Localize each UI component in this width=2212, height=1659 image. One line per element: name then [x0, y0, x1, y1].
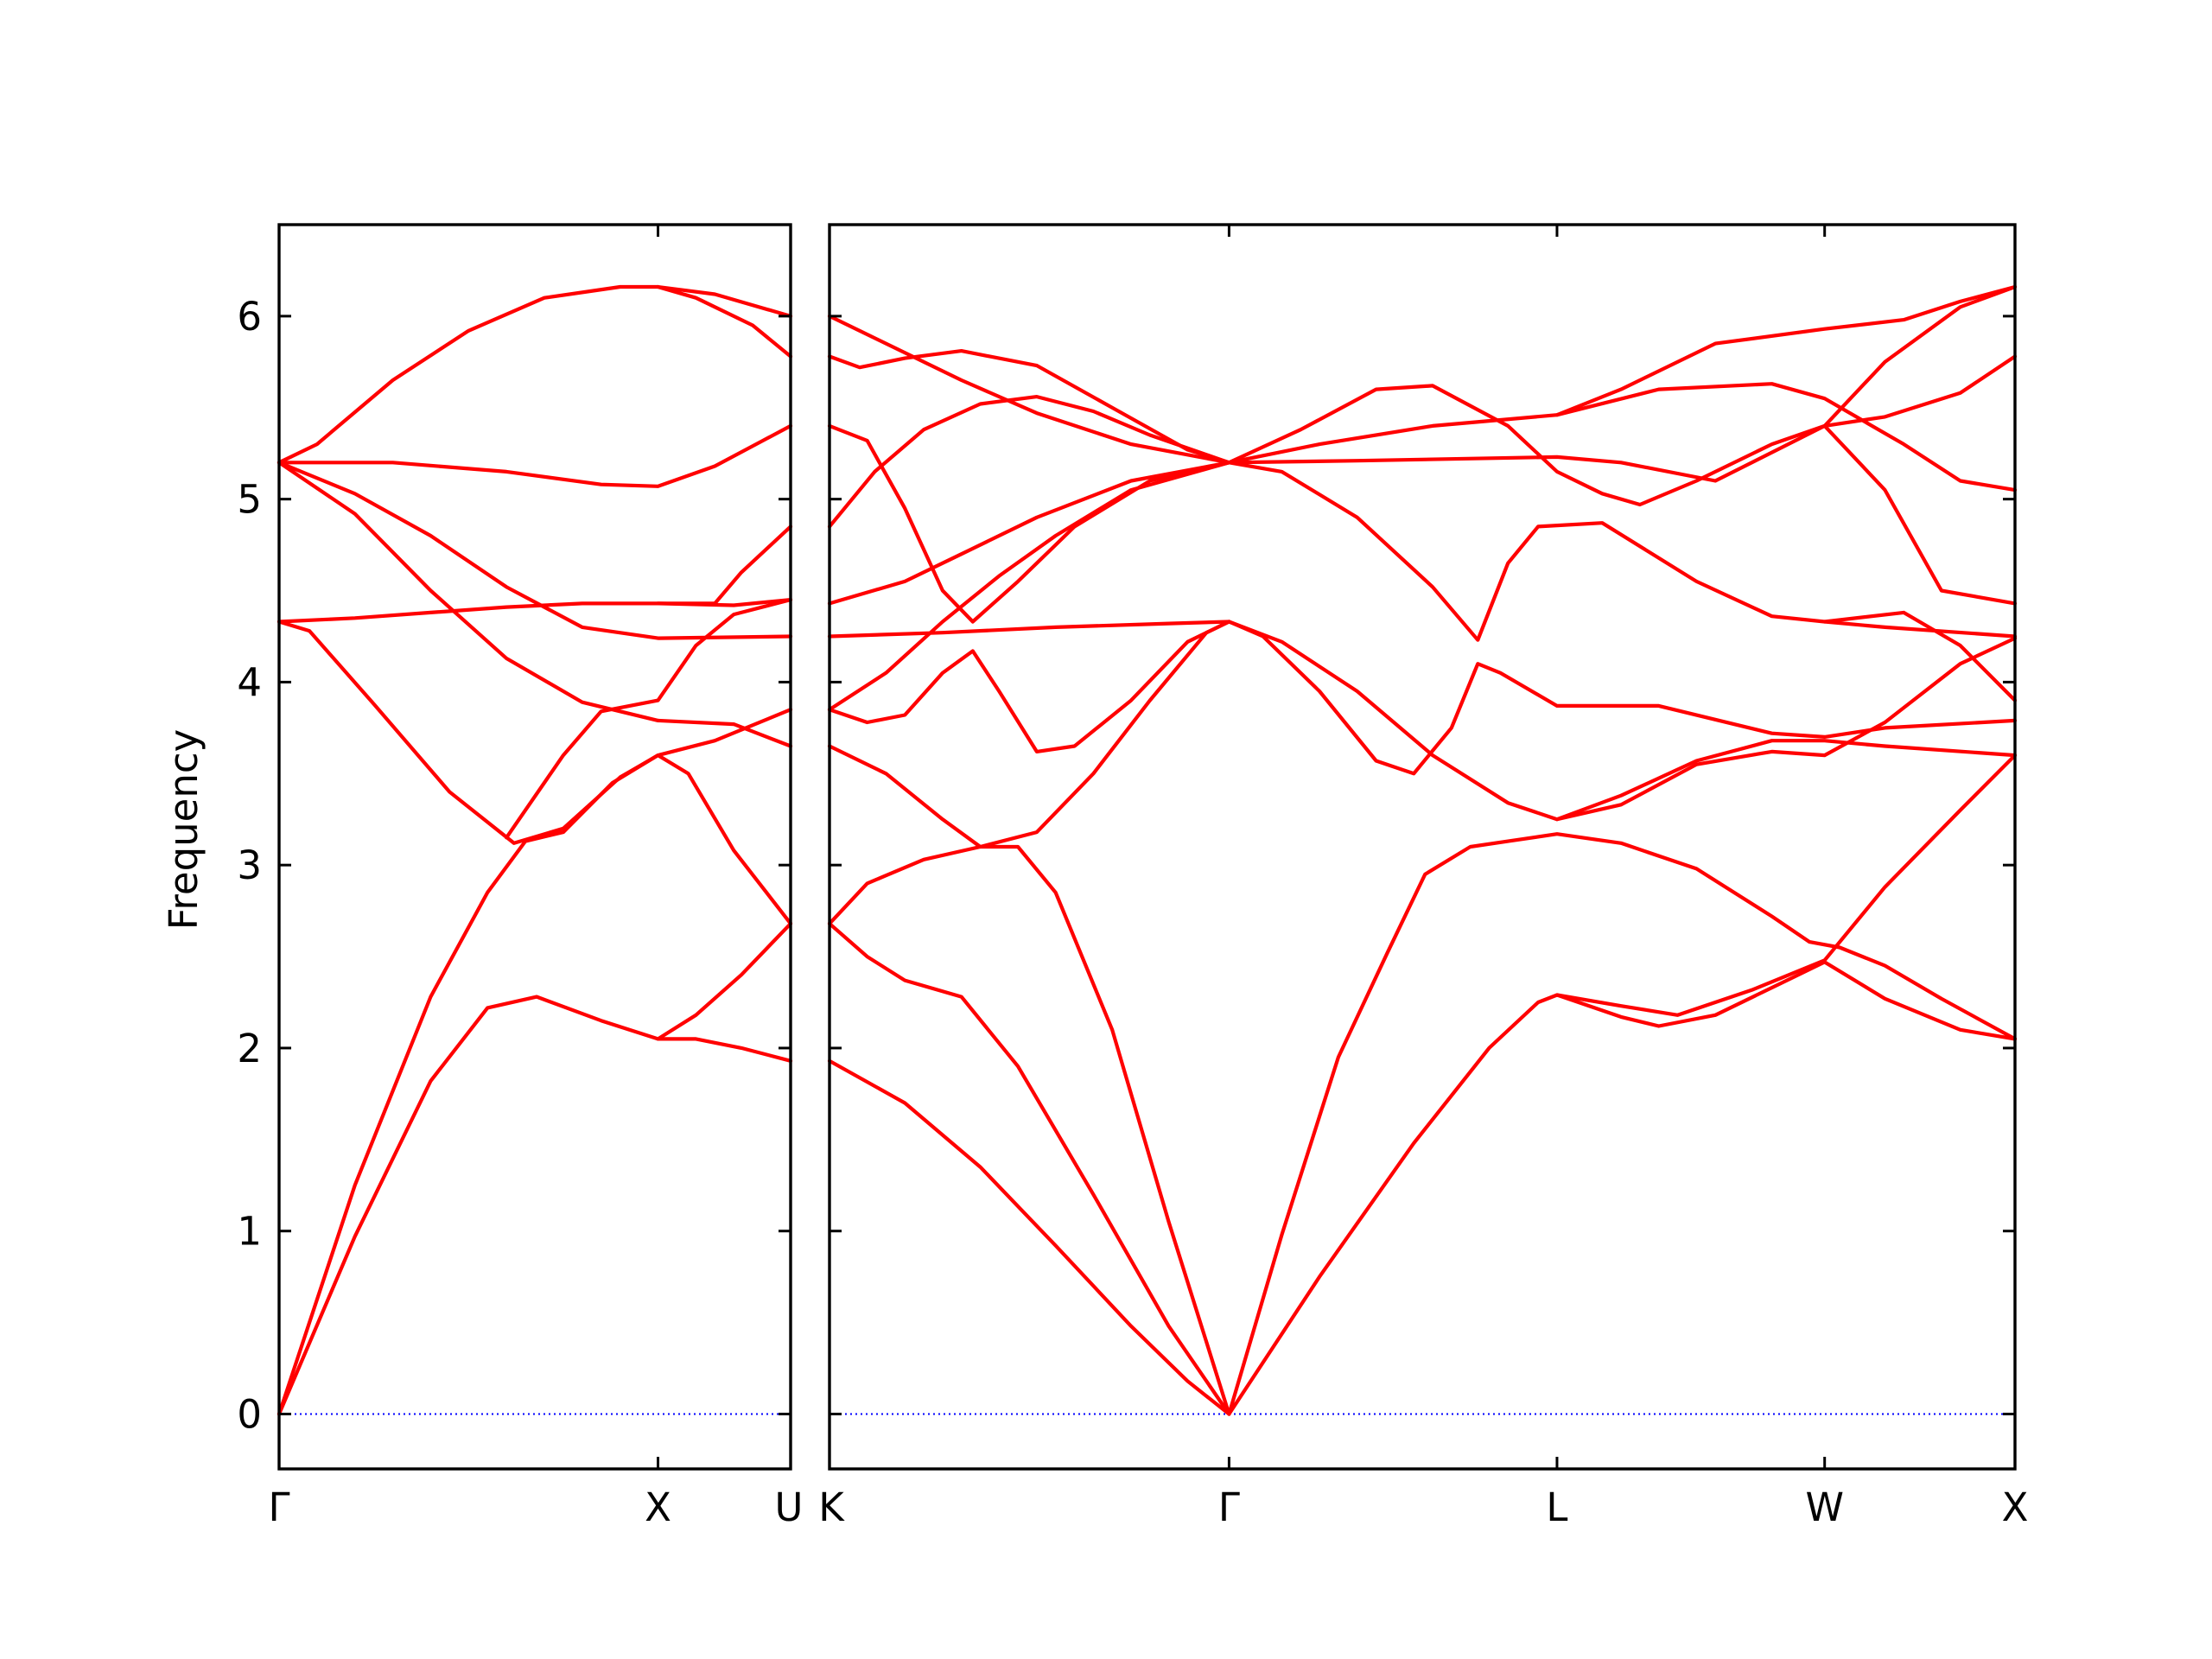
y-tick-label: 4	[237, 659, 262, 705]
band-line-right-10	[827, 395, 1231, 529]
band-line-right-20	[1227, 354, 2018, 483]
band-line-right-21	[1227, 382, 2018, 493]
band-line-right-1	[827, 1058, 1231, 1416]
band-line-left-12	[656, 524, 793, 606]
band-line-left-1	[276, 995, 793, 1416]
band-line-right-5	[827, 620, 1231, 753]
y-tick-label: 6	[237, 294, 262, 340]
band-line-right-17	[1227, 620, 2018, 776]
band-line-left-5	[276, 461, 793, 748]
y-tick-label: 1	[237, 1209, 262, 1255]
band-line-right-22	[1227, 384, 2018, 606]
band-line-right-24	[1822, 284, 2018, 428]
x-tick-label-right-5: X	[2002, 1484, 2029, 1530]
band-line-right-9	[827, 423, 1231, 624]
y-tick-label: 0	[237, 1391, 262, 1437]
y-tick-label: 3	[237, 842, 262, 888]
band-line-left-8	[276, 284, 793, 465]
band-line-right-16	[1227, 620, 2018, 822]
band-line-left-9	[505, 598, 793, 840]
panel-frame	[277, 223, 792, 1471]
band-line-left-6	[276, 461, 793, 640]
band-line-right-14	[1227, 753, 2018, 1416]
band-line-right-25	[1822, 610, 2018, 702]
band-line-right-15	[1554, 960, 2018, 1041]
band-line-right-2	[827, 921, 1231, 1416]
y-axis-ticks: 0 1 2 3 4 5 6	[237, 294, 262, 1438]
band-line-right-7	[827, 461, 1231, 712]
band-line-right-12	[827, 314, 1231, 465]
x-tick-label-left-3: U	[775, 1484, 804, 1530]
band-line-left-11	[656, 284, 793, 318]
y-axis-label: Frequency	[161, 729, 207, 930]
band-line-right-18	[1554, 636, 2018, 822]
band-line-right-11	[827, 349, 1231, 465]
band-line-left-2	[276, 753, 793, 1416]
y-tick-label: 5	[237, 477, 262, 523]
band-line-right-8	[827, 461, 1231, 606]
x-tick-label-right-1: K	[818, 1484, 845, 1530]
band-line-right-3	[827, 844, 1231, 1416]
panel-frame	[828, 223, 2017, 1471]
x-tick-label-right-4: W	[1805, 1484, 1844, 1530]
band-line-right-23	[1554, 284, 2018, 417]
band-line-left-10	[656, 921, 793, 1041]
band-line-left-4	[276, 620, 793, 845]
y-tick-label: 2	[237, 1026, 262, 1071]
band-line-right-4	[827, 620, 1231, 849]
x-tick-label-left-2: X	[645, 1484, 671, 1530]
band-line-right-6	[827, 620, 1231, 639]
x-tick-label-right-3: L	[1546, 1484, 1567, 1530]
x-tick-label-right-2: Γ	[1218, 1484, 1240, 1530]
band-line-left-7	[276, 423, 793, 488]
band-line-right-13	[1227, 832, 2018, 1416]
x-tick-label-left-1: Γ	[268, 1484, 289, 1530]
